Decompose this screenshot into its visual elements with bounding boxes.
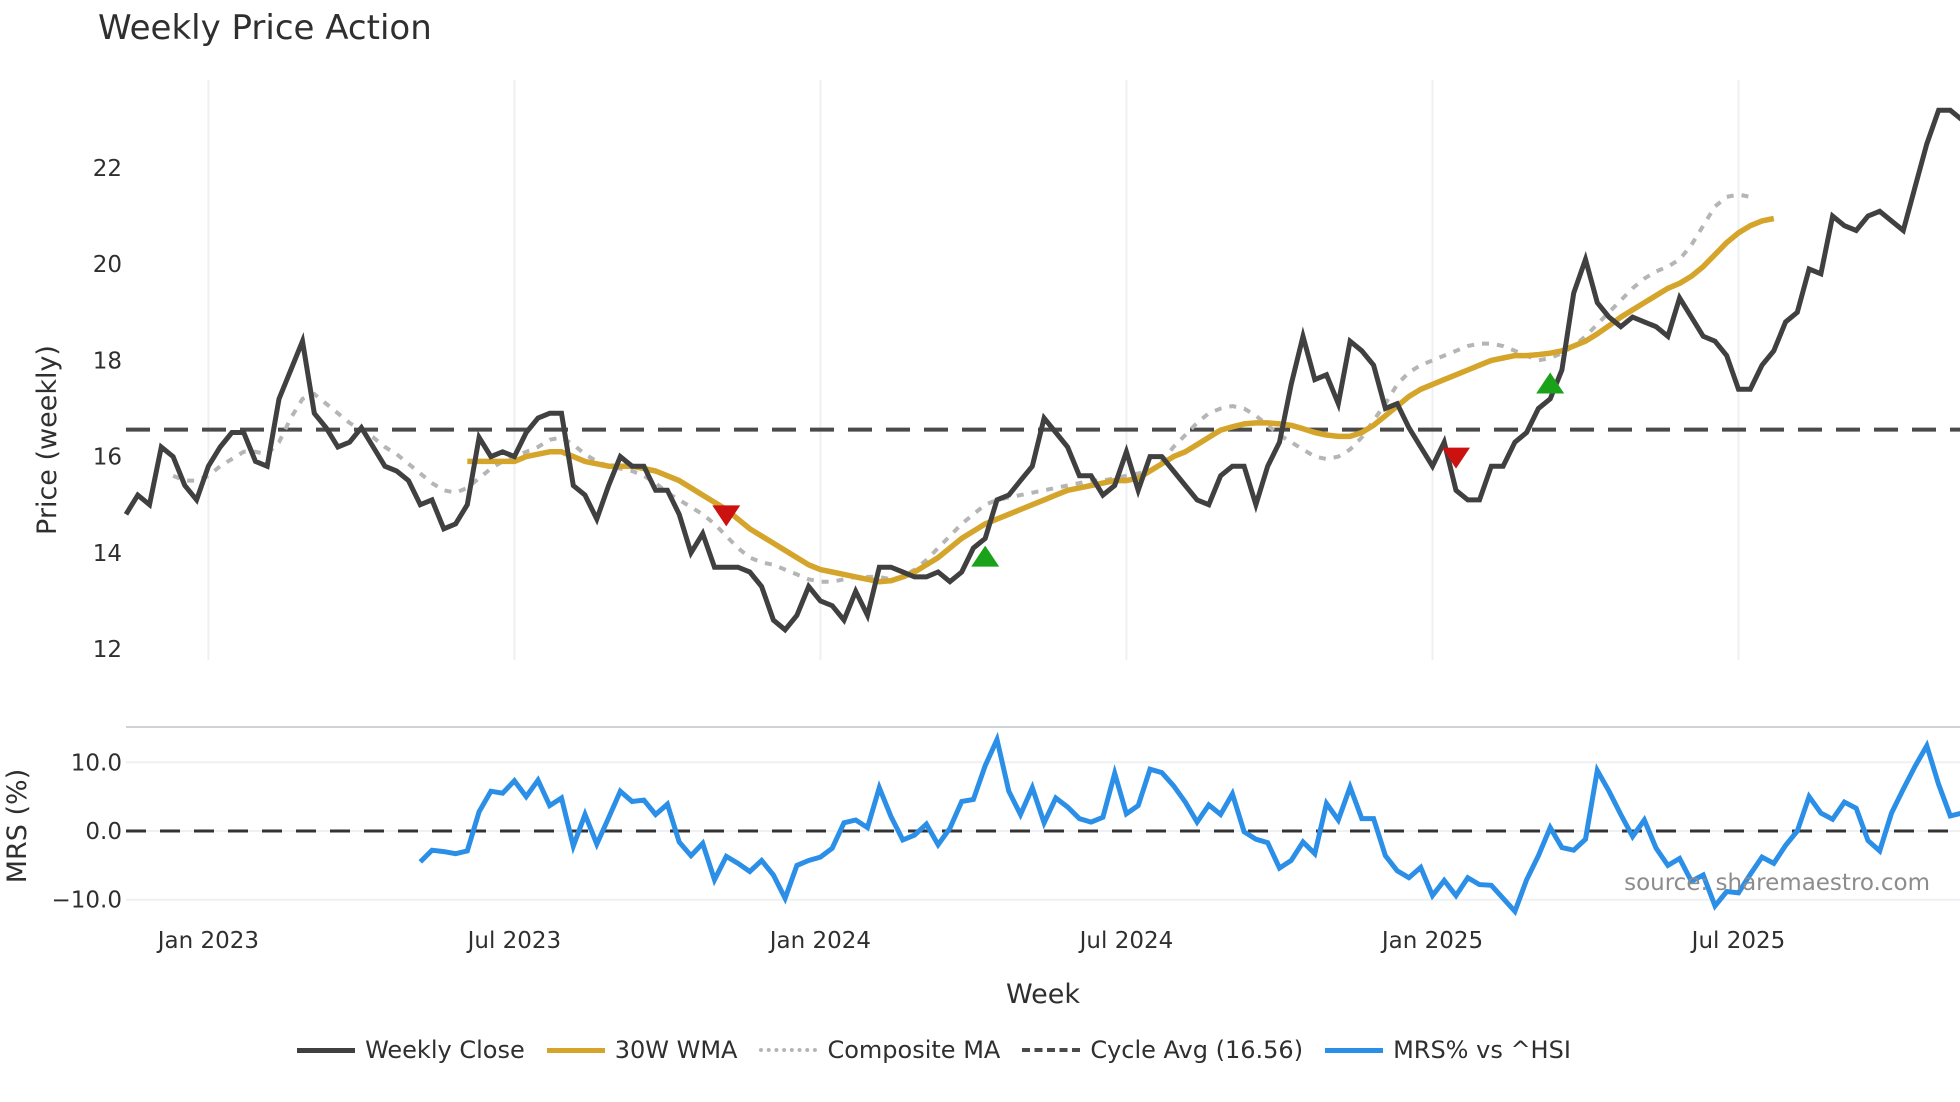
mrs-line	[418, 731, 1960, 917]
solid-line-icon	[546, 1047, 605, 1053]
price-tick-label: 22	[93, 156, 122, 182]
price-y-axis-ticks: 12 14 16 18 20 22	[93, 156, 122, 663]
mrs-tick-label: −10.0	[52, 888, 122, 914]
legend-item-weekly-close[interactable]: Weekly Close	[297, 1036, 525, 1064]
composite-ma-line	[172, 192, 1751, 584]
dashed-line-icon	[1022, 1048, 1081, 1052]
x-axis-ticks: Jan 2023 Jul 2023 Jan 2024 Jul 2024 Jan 2025…	[156, 928, 1786, 954]
x-tick-label: Jul 2023	[466, 928, 562, 954]
legend-item-mrs[interactable]: MRS% vs ^HSI	[1325, 1036, 1571, 1064]
price-tick-label: 16	[93, 445, 122, 471]
mrs-y-axis-ticks: −10.0 0.0 10.0	[52, 750, 122, 913]
legend-item-cycle-avg[interactable]: Cycle Avg (16.56)	[1022, 1036, 1303, 1064]
x-tick-label: Jul 2025	[1690, 928, 1786, 954]
buy-signal-triangle-up-icon	[1536, 372, 1565, 394]
mrs-tick-label: 10.0	[71, 750, 122, 776]
x-tick-label: Jan 2023	[156, 928, 259, 954]
buy-signal-triangle-up-icon	[971, 545, 1000, 567]
x-tick-label: Jan 2025	[1380, 928, 1483, 954]
legend: Weekly Close 30W WMA Composite MA Cycle …	[0, 1036, 1914, 1064]
price-panel	[123, 107, 1960, 634]
sell-signal-triangle-down-icon	[712, 505, 741, 527]
x-tick-label: Jul 2024	[1078, 928, 1174, 954]
legend-item-composite-ma[interactable]: Composite MA	[759, 1036, 1000, 1064]
legend-label: Composite MA	[827, 1036, 1001, 1064]
gridlines	[126, 80, 1960, 901]
source-note: source: sharemaestro.com	[1624, 870, 1930, 896]
wma-line	[467, 215, 1775, 585]
price-tick-label: 20	[93, 252, 122, 278]
legend-item-30w-wma[interactable]: 30W WMA	[546, 1036, 738, 1064]
dotted-line-icon	[759, 1048, 818, 1052]
price-tick-label: 12	[93, 637, 122, 663]
x-tick-label: Jan 2024	[768, 928, 871, 954]
chart-title: Weekly Price Action	[98, 8, 432, 48]
mrs-panel	[126, 731, 1960, 917]
mrs-y-axis-label: MRS (%)	[2, 769, 33, 884]
weekly-close-line	[123, 107, 1960, 634]
solid-line-icon	[1325, 1047, 1384, 1053]
mrs-tick-label: 0.0	[85, 819, 122, 845]
price-tick-label: 18	[93, 348, 122, 374]
solid-line-icon	[297, 1047, 356, 1053]
x-axis-label: Week	[1006, 979, 1080, 1010]
price-y-axis-label: Price (weekly)	[32, 345, 63, 535]
legend-label: Weekly Close	[365, 1036, 525, 1064]
legend-label: Cycle Avg (16.56)	[1090, 1036, 1304, 1064]
legend-label: MRS% vs ^HSI	[1393, 1036, 1571, 1064]
price-tick-label: 14	[93, 541, 122, 567]
sell-signal-triangle-down-icon	[1442, 447, 1471, 469]
legend-label: 30W WMA	[614, 1036, 738, 1064]
